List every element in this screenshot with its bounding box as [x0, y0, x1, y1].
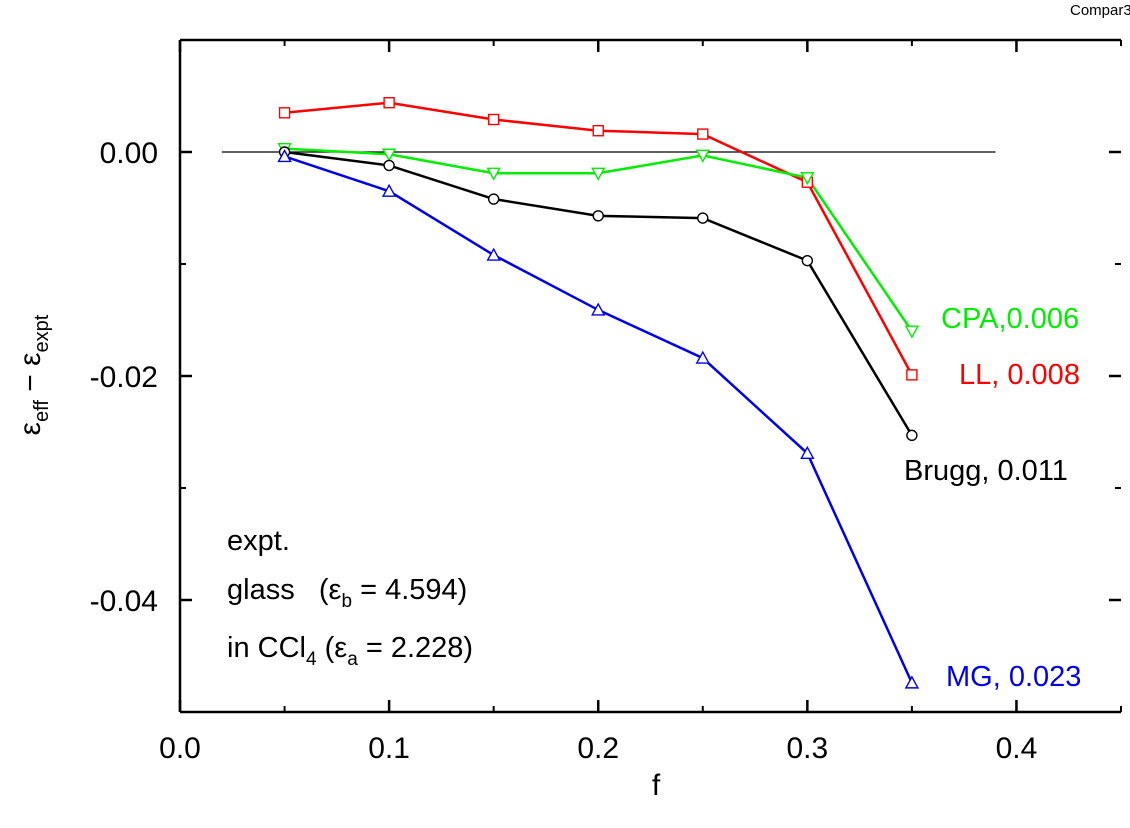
marker-brugg — [383, 159, 395, 172]
y-tick-label: 0.00 — [100, 137, 158, 170]
x-tick-label: 0.0 — [159, 732, 201, 765]
marker-brugg — [801, 254, 814, 267]
x-tick-label: 0.4 — [996, 732, 1038, 765]
marker-brugg — [592, 210, 604, 222]
marker-mg — [904, 675, 920, 689]
annotation-expt: expt. — [227, 525, 290, 557]
marker-ll — [906, 369, 918, 381]
x-axis-label: f — [652, 769, 661, 802]
marker-mg — [591, 302, 606, 316]
x-tick-labels: 0.0 0.1 0.2 0.3 0.4 — [159, 732, 1037, 765]
marker-mg — [695, 350, 710, 364]
y-tick-labels: 0.00 -0.02 -0.04 — [90, 137, 158, 618]
marker-ll — [383, 97, 395, 109]
marker-ll — [278, 107, 291, 119]
marker-cpa — [381, 148, 397, 162]
marker-mg — [800, 445, 815, 459]
corner-tag: Compar3 — [1070, 2, 1130, 19]
x-tick-label: 0.1 — [368, 732, 410, 765]
y-axis-label: εeff − εexpt — [14, 314, 53, 435]
axis-ticks — [178, 39, 1122, 713]
marker-mg — [381, 183, 397, 197]
annotation-glass: glass (εb = 4.594) — [227, 574, 467, 612]
x-tick-label: 0.2 — [577, 732, 619, 765]
marker-cpa — [695, 149, 710, 163]
series-label-brugg: Brugg, 0.011 — [904, 455, 1068, 487]
marker-cpa — [486, 167, 501, 181]
marker-brugg — [906, 429, 918, 442]
marker-cpa — [904, 325, 920, 339]
series-markers — [277, 97, 920, 689]
marker-mg — [486, 247, 501, 261]
series-label-ll: LL, 0.008 — [959, 359, 1080, 391]
marker-brugg — [697, 212, 709, 224]
annotation-ccl4: in CCl4 (εa = 2.228) — [227, 632, 473, 670]
marker-mg — [277, 149, 292, 163]
y-tick-label: -0.02 — [90, 361, 158, 394]
marker-ll — [592, 125, 604, 137]
y-tick-label: -0.04 — [90, 585, 158, 618]
marker-brugg — [487, 193, 500, 205]
marker-ll — [697, 128, 709, 140]
marker-cpa — [591, 167, 606, 181]
marker-ll — [487, 113, 500, 126]
series-label-mg: MG, 0.023 — [946, 661, 1081, 693]
marker-cpa — [800, 172, 815, 186]
series-label-cpa: CPA,0.006 — [941, 303, 1079, 335]
x-tick-label: 0.3 — [786, 732, 828, 765]
series-line-ll — [284, 101, 913, 376]
